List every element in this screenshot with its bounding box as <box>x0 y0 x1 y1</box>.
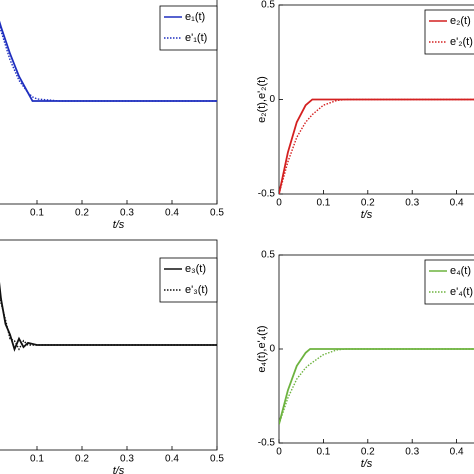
x-tick-label: 0.3 <box>405 198 419 209</box>
y-axis-label: e₄(t),e'₄(t) <box>256 325 268 372</box>
legend-label: e₄(t) <box>450 265 471 277</box>
x-axis-label: t/s <box>361 458 373 470</box>
x-tick-label: 0.4 <box>165 208 179 219</box>
y-tick-label: -0.5 <box>258 189 276 200</box>
y-tick-label: -0.5 <box>258 438 276 449</box>
x-tick-label: 0.5 <box>210 454 224 465</box>
series-line <box>0 287 217 351</box>
x-tick-label: 0.4 <box>450 198 464 209</box>
legend-box <box>159 257 218 303</box>
y-tick-label: 0 <box>269 344 275 355</box>
x-tick-label: 0.5 <box>210 208 224 219</box>
x-tick-label: 0.3 <box>120 208 134 219</box>
x-tick-label: 0.4 <box>450 447 464 458</box>
x-tick-label: 0.1 <box>316 198 330 209</box>
y-tick-label: 0.5 <box>261 250 275 261</box>
x-tick-label: 0.2 <box>361 198 375 209</box>
series-line <box>279 348 474 425</box>
legend-label: e'₃(t) <box>185 284 208 296</box>
legend-box <box>424 259 474 305</box>
legend-box <box>159 5 218 51</box>
legend-label: e₃(t) <box>185 263 206 275</box>
series-line <box>0 24 217 102</box>
y-axis-label: e₂(t),e'₂(t) <box>256 76 268 123</box>
legend-box <box>424 9 474 55</box>
x-tick-label: 0.3 <box>405 447 419 458</box>
x-axis-label: t/s <box>113 465 125 474</box>
legend-label: e'₁(t) <box>185 32 207 44</box>
y-tick-label: 0 <box>269 94 275 105</box>
x-tick-label: 0.1 <box>316 447 330 458</box>
series-line <box>279 98 474 194</box>
x-tick-label: 0 <box>276 447 282 458</box>
x-tick-label: 0.1 <box>30 208 44 219</box>
x-tick-label: 0.3 <box>120 454 134 465</box>
legend-label: e₁(t) <box>185 11 205 23</box>
x-tick-label: 0.2 <box>75 208 89 219</box>
x-axis-label: t/s <box>113 219 125 231</box>
x-axis-label: t/s <box>361 209 373 221</box>
x-tick-label: 0.2 <box>75 454 89 465</box>
legend-label: e'₂(t) <box>450 36 473 48</box>
legend-label: e'₄(t) <box>450 286 473 298</box>
series-line <box>279 348 474 425</box>
x-tick-label: 0.2 <box>361 447 375 458</box>
y-tick-label: 0.5 <box>261 0 275 11</box>
series-line <box>279 98 474 194</box>
x-tick-label: 0.4 <box>165 454 179 465</box>
legend-label: e₂(t) <box>450 15 471 27</box>
x-tick-label: 0.1 <box>30 454 44 465</box>
x-tick-label: 0 <box>276 198 282 209</box>
